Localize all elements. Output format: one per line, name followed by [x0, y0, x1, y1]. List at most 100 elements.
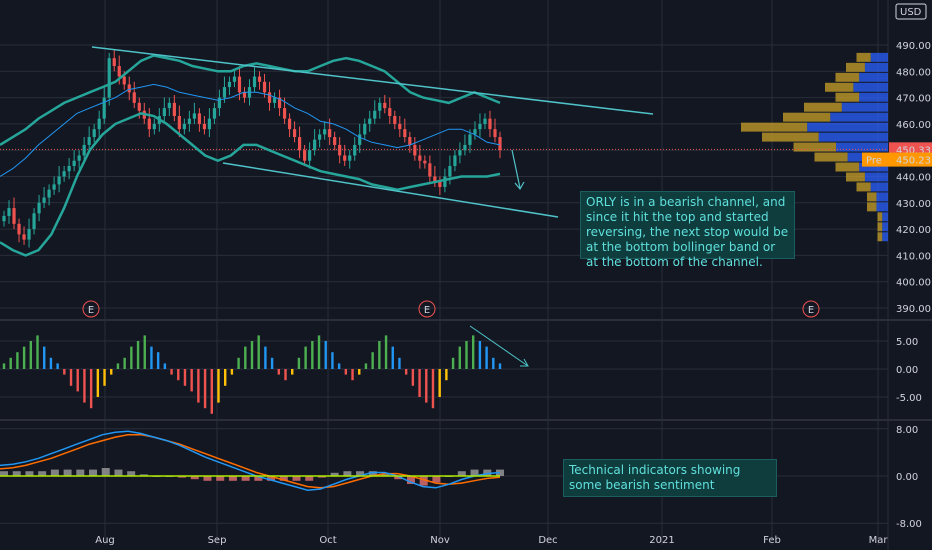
volume-profile-bar: [807, 122, 888, 132]
momentum-bar: [69, 369, 73, 386]
momentum-bar: [384, 335, 388, 369]
volume-profile-bar: [859, 162, 888, 172]
candle-body: [403, 129, 407, 138]
momentum-bar: [264, 346, 267, 369]
momentum-bar: [284, 369, 287, 381]
volume-profile-bar: [859, 72, 888, 82]
macd-histogram-bar: [254, 476, 263, 481]
momentum-bar: [311, 341, 314, 369]
candle-body: [37, 202, 41, 214]
candle-body: [493, 129, 497, 138]
y-tick-label: 400.00: [896, 278, 931, 289]
candle-body: [328, 129, 332, 138]
indicators-annotation[interactable]: Technical indicators showing some bearis…: [563, 459, 777, 497]
macd-line: [0, 430, 501, 491]
candle-body: [277, 97, 282, 109]
x-tick-label: Aug: [95, 535, 115, 546]
candle-body: [167, 102, 171, 109]
volume-profile-bar: [870, 52, 888, 62]
y-tick-label: 0.00: [896, 472, 918, 483]
bearish-channel-annotation[interactable]: ORLY is in a bearish channel, and since …: [580, 191, 795, 269]
earnings-marker: [82, 300, 100, 318]
volume-profile-bar: [856, 52, 871, 62]
candle-body: [363, 123, 367, 135]
candle-body: [207, 118, 212, 130]
candle-body: [97, 118, 101, 130]
momentum-bar: [22, 346, 26, 369]
momentum-bar: [291, 369, 294, 375]
macd-histogram-bar: [101, 468, 110, 476]
momentum-bar: [76, 369, 79, 392]
momentum-bar: [364, 363, 368, 369]
momentum-bar: [478, 341, 482, 369]
momentum-bar: [2, 363, 6, 369]
macd-histogram-bar: [241, 476, 250, 481]
momentum-bar: [492, 357, 495, 369]
macd-histogram-bar: [50, 469, 59, 476]
volume-profile-bar: [864, 62, 888, 72]
volume-profile-bar: [835, 72, 860, 82]
volume-profile-bar: [741, 122, 808, 132]
macd-histogram-bar: [343, 471, 352, 476]
macd-histogram-bar: [406, 476, 415, 484]
y-tick-label: 390.00: [896, 304, 931, 315]
candle-body: [7, 208, 11, 216]
momentum-bar: [136, 341, 140, 369]
candle-body: [137, 102, 141, 111]
momentum-bar: [250, 341, 254, 369]
momentum-bar: [331, 352, 334, 369]
macd-histogram-bar: [470, 469, 479, 476]
momentum-bar: [304, 346, 307, 369]
y-tick-label: 460.00: [896, 120, 931, 131]
momentum-bar: [398, 357, 401, 369]
momentum-bar: [29, 341, 33, 369]
earnings-label: E: [88, 305, 94, 316]
momentum-bar: [210, 369, 213, 414]
momentum-bar: [9, 357, 12, 369]
momentum-bar: [223, 369, 227, 386]
momentum-bar: [43, 346, 46, 369]
volume-profile-bar: [867, 202, 877, 212]
candle-body: [292, 129, 297, 138]
candle-body: [368, 118, 372, 124]
candle-body: [478, 123, 482, 130]
volume-profile-bar: [818, 132, 888, 142]
earnings-label: E: [424, 305, 430, 316]
channel-bottom-trendline: [222, 162, 559, 218]
x-tick-label: 2021: [649, 535, 674, 546]
x-tick-label: Mar: [869, 535, 889, 546]
candle-body: [458, 150, 462, 156]
candle-body: [72, 160, 76, 166]
candle-body: [463, 144, 467, 151]
candle-body: [52, 184, 56, 190]
volume-profile-bar: [804, 102, 842, 112]
volume-profile-bar: [814, 152, 848, 162]
volume-profile-bar: [876, 192, 888, 202]
momentum-bar: [425, 369, 428, 403]
y-tick-label: 480.00: [896, 67, 931, 78]
candle-body: [82, 144, 86, 156]
macd-histogram-bar: [139, 474, 148, 476]
momentum-bar: [116, 363, 120, 369]
volume-profile-bar: [825, 82, 854, 92]
macd-histogram-bar: [25, 471, 34, 476]
last-price-label: 450.33: [896, 145, 931, 156]
macd-histogram-bar: [216, 476, 225, 481]
momentum-bar: [277, 369, 281, 375]
volume-profile-bar: [836, 142, 888, 152]
candle-body: [92, 129, 96, 138]
candle-body: [227, 81, 232, 88]
candle-body: [498, 137, 502, 151]
candle-body: [57, 176, 61, 185]
candle-body: [222, 87, 227, 98]
candle-body: [353, 144, 357, 156]
momentum-bar: [358, 369, 361, 375]
momentum-bar: [391, 346, 394, 369]
momentum-bar: [317, 335, 321, 369]
earnings-marker: [418, 300, 436, 318]
momentum-bar: [418, 369, 421, 397]
candle-body: [297, 137, 302, 151]
momentum-bar: [297, 357, 301, 369]
momentum-bar: [103, 369, 106, 386]
